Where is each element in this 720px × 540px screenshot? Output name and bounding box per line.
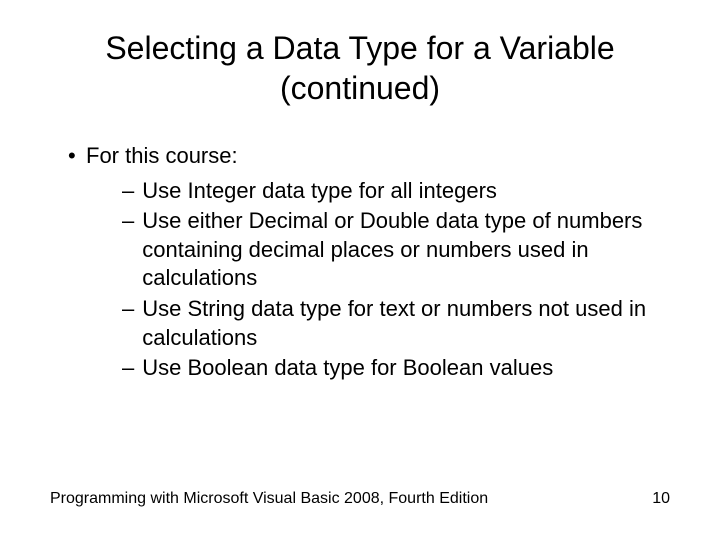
slide-body: •For this course: – Use Integer data typ…: [50, 142, 670, 383]
page-number: 10: [652, 490, 670, 508]
footer-source: Programming with Microsoft Visual Basic …: [50, 490, 488, 508]
slide: Selecting a Data Type for a Variable (co…: [0, 0, 720, 540]
dash-icon: –: [122, 295, 142, 352]
list-item: – Use either Decimal or Double data type…: [122, 207, 670, 293]
sub-bullet-list: – Use Integer data type for all integers…: [122, 177, 670, 383]
sub-item-text: Use Boolean data type for Boolean values: [142, 354, 670, 383]
slide-title: Selecting a Data Type for a Variable (co…: [50, 28, 670, 108]
bullet-lead-text: For this course:: [86, 143, 238, 168]
dash-icon: –: [122, 354, 142, 383]
dash-icon: –: [122, 177, 142, 206]
title-line-1: Selecting a Data Type for a Variable: [105, 30, 614, 66]
sub-item-text: Use either Decimal or Double data type o…: [142, 207, 670, 293]
sub-item-text: Use String data type for text or numbers…: [142, 295, 670, 352]
slide-footer: Programming with Microsoft Visual Basic …: [50, 490, 670, 508]
bullet-dot-icon: •: [68, 142, 86, 171]
list-item: – Use Boolean data type for Boolean valu…: [122, 354, 670, 383]
title-line-2: (continued): [280, 70, 440, 106]
list-item: – Use Integer data type for all integers: [122, 177, 670, 206]
bullet-level1: •For this course:: [68, 142, 670, 171]
sub-item-text: Use Integer data type for all integers: [142, 177, 670, 206]
dash-icon: –: [122, 207, 142, 293]
list-item: – Use String data type for text or numbe…: [122, 295, 670, 352]
